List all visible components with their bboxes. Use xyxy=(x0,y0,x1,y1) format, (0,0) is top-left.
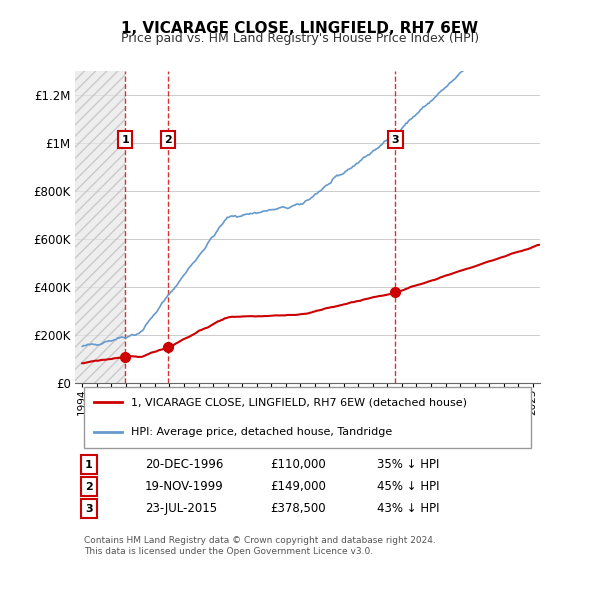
Text: 1, VICARAGE CLOSE, LINGFIELD, RH7 6EW (detached house): 1, VICARAGE CLOSE, LINGFIELD, RH7 6EW (d… xyxy=(131,397,467,407)
Text: 2: 2 xyxy=(164,135,172,145)
Text: 1: 1 xyxy=(121,135,129,145)
Text: Price paid vs. HM Land Registry's House Price Index (HPI): Price paid vs. HM Land Registry's House … xyxy=(121,32,479,45)
Text: 3: 3 xyxy=(85,504,93,514)
Text: 1, VICARAGE CLOSE, LINGFIELD, RH7 6EW: 1, VICARAGE CLOSE, LINGFIELD, RH7 6EW xyxy=(121,21,479,35)
Text: £149,000: £149,000 xyxy=(270,480,326,493)
Text: HPI: Average price, detached house, Tandridge: HPI: Average price, detached house, Tand… xyxy=(131,427,392,437)
Text: £110,000: £110,000 xyxy=(270,458,326,471)
Text: 43% ↓ HPI: 43% ↓ HPI xyxy=(377,502,440,515)
Text: 2: 2 xyxy=(85,481,93,491)
Text: 1: 1 xyxy=(85,460,93,470)
Text: 19-NOV-1999: 19-NOV-1999 xyxy=(145,480,223,493)
Text: 23-JUL-2015: 23-JUL-2015 xyxy=(145,502,217,515)
Text: 45% ↓ HPI: 45% ↓ HPI xyxy=(377,480,440,493)
FancyBboxPatch shape xyxy=(84,386,531,448)
Bar xyxy=(75,71,125,383)
Text: 20-DEC-1996: 20-DEC-1996 xyxy=(145,458,223,471)
Text: £378,500: £378,500 xyxy=(270,502,326,515)
Text: 35% ↓ HPI: 35% ↓ HPI xyxy=(377,458,440,471)
Text: Contains HM Land Registry data © Crown copyright and database right 2024.
This d: Contains HM Land Registry data © Crown c… xyxy=(84,536,436,556)
Text: 3: 3 xyxy=(392,135,399,145)
